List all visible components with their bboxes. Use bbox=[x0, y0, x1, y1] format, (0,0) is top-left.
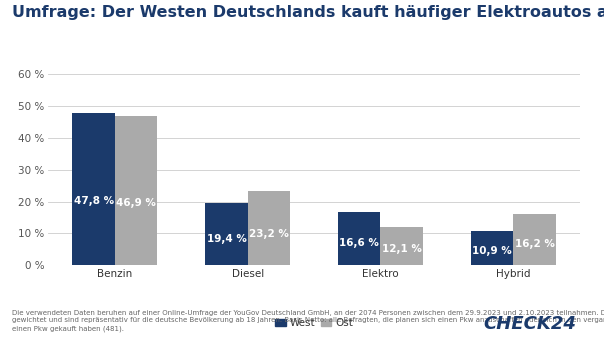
Text: Die verwendeten Daten beruhen auf einer Online-Umfrage der YouGov Deutschland Gm: Die verwendeten Daten beruhen auf einer … bbox=[12, 309, 604, 332]
Text: 16,6 %: 16,6 % bbox=[339, 238, 379, 248]
Bar bbox=[471, 231, 513, 265]
Text: 16,2 %: 16,2 % bbox=[515, 239, 554, 249]
Bar bbox=[115, 116, 158, 265]
Bar bbox=[72, 113, 115, 265]
Bar bbox=[338, 212, 381, 265]
Legend: West, Ost: West, Ost bbox=[271, 314, 357, 332]
Text: Umfrage: Der Westen Deutschlands kauft häufiger Elektroautos als der Osten: Umfrage: Der Westen Deutschlands kauft h… bbox=[12, 5, 604, 20]
Bar bbox=[205, 204, 248, 265]
Bar bbox=[248, 191, 290, 265]
Text: 19,4 %: 19,4 % bbox=[207, 234, 246, 244]
Text: 12,1 %: 12,1 % bbox=[382, 244, 422, 254]
Text: 46,9 %: 46,9 % bbox=[116, 198, 156, 207]
Bar bbox=[381, 227, 423, 265]
Bar bbox=[513, 214, 556, 265]
Text: CHECK24: CHECK24 bbox=[483, 315, 576, 333]
Text: 23,2 %: 23,2 % bbox=[249, 229, 289, 239]
Text: 47,8 %: 47,8 % bbox=[74, 196, 114, 206]
Text: 10,9 %: 10,9 % bbox=[472, 245, 512, 256]
